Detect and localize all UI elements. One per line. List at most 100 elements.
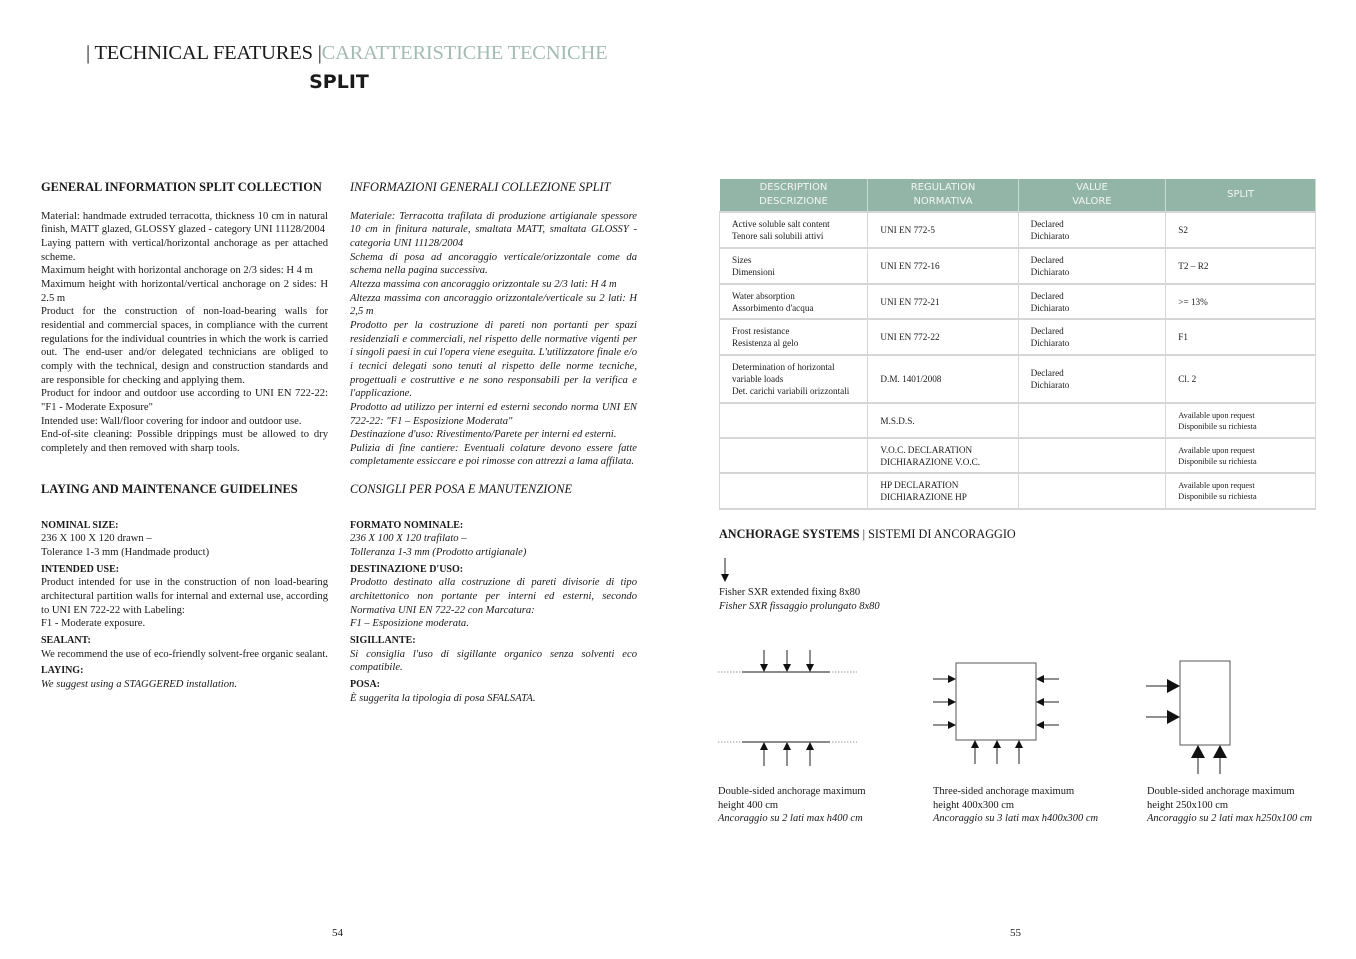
caption-it: Ancoraggio su 3 lati max h400x300 cm — [933, 813, 1099, 825]
table-cell: Cl. 2 — [1165, 354, 1316, 404]
section-label: FORMATO NOMINALE: — [350, 519, 464, 531]
section-label: SEALANT: — [41, 634, 91, 646]
section-heading: CONSIGLI PER POSA E MANUTENZIONE — [350, 482, 573, 496]
product-name: SPLIT — [309, 71, 369, 93]
paragraph: Maximum height with horizontal anchorage… — [41, 265, 313, 277]
section-heading: GENERAL INFORMATION SPLIT COLLECTION — [41, 180, 322, 194]
legend-it: Fisher SXR fissaggio prolungato 8x80 — [719, 601, 880, 612]
separator: | — [862, 527, 866, 541]
page-number-left: 54 — [332, 927, 343, 939]
table-cell: Declared Dichiarato — [1017, 211, 1167, 249]
section-text: Product intended for use in the construc… — [41, 577, 328, 630]
table-cell — [718, 472, 869, 510]
section-heading: LAYING AND MAINTENANCE GUIDELINES — [41, 482, 298, 496]
table-cell: Active soluble salt content Tenore sali … — [718, 211, 869, 249]
paragraph: Destinazione d'uso: Rivestimento/Parete … — [350, 429, 617, 441]
separator: | — [317, 42, 322, 64]
section-text: Si consiglia l'uso di sigillante organic… — [350, 648, 637, 674]
diagram-three-sided — [933, 662, 1059, 764]
paragraph: Altezza massima con ancoraggio orizzonta… — [350, 292, 637, 318]
table-cell: Available upon request Disponibile su ri… — [1165, 437, 1316, 474]
paragraph: Product for indoor and outdoor use accor… — [41, 388, 328, 413]
laying-it: CONSIGLI PER POSA E MANUTENZIONE FORMATO… — [350, 482, 637, 705]
table-cell: Declared Dichiarato — [1017, 354, 1167, 404]
page-number-right: 55 — [1010, 927, 1021, 939]
paragraph: End-of-site cleaning: Possible drippings… — [41, 429, 328, 454]
table-cell — [1017, 402, 1167, 439]
section-label: NOMINAL SIZE: — [41, 519, 119, 531]
paragraph: Schema di posa ad ancoraggio verticale/o… — [350, 251, 637, 277]
section-text: 236 X 100 X 120 drawn – Tolerance 1-3 mm… — [41, 533, 210, 558]
paragraph: Altezza massima con ancoraggio orizzonta… — [350, 278, 617, 290]
table-cell: Declared Dichiarato — [1017, 247, 1167, 285]
table-cell: M.S.D.S. — [867, 402, 1019, 439]
paragraph: Prodotto ad utilizzo per interni ed este… — [350, 401, 637, 427]
section-text: We suggest using a STAGGERED installatio… — [41, 678, 237, 690]
table-cell: S2 — [1165, 211, 1316, 249]
diagram-double-sided — [718, 650, 857, 766]
section-text: È suggerita la tipologia di posa SFALSAT… — [350, 692, 536, 704]
table-cell: T2 – R2 — [1165, 247, 1316, 285]
table-row: HP DECLARATION DICHIARAZIONE HP Available… — [718, 472, 1316, 510]
caption-en: Double-sided anchorage maximum height 40… — [718, 786, 866, 811]
table-cell: V.O.C. DECLARATION DICHIARAZIONE V.O.C. — [867, 437, 1019, 474]
table-cell: UNI EN 772-5 — [867, 211, 1019, 249]
diagram-caption: Double-sided anchorage maximum height 25… — [1147, 785, 1312, 826]
anchorage-title-en: ANCHORAGE SYSTEMS — [719, 527, 860, 541]
section-label: SIGILLANTE: — [350, 634, 416, 646]
table-row: Frost resistance Resistenza al gelo UNI E… — [718, 318, 1316, 356]
section-label: DESTINAZIONE D'USO: — [350, 563, 464, 575]
page-title: | TECHNICAL FEATURES |CARATTERISTICHE TE… — [86, 42, 608, 65]
column-header: DESCRIPTION DESCRIZIONE — [719, 179, 869, 212]
column-header: VALUE VALORE — [1018, 179, 1167, 212]
section-heading: INFORMAZIONI GENERALI COLLEZIONE SPLIT — [350, 180, 611, 194]
table-cell: Determination of horizontal variable loa… — [718, 354, 869, 404]
title-en: TECHNICAL FEATURES — [94, 42, 313, 64]
legend-en: Fisher SXR extended fixing 8x80 — [719, 587, 861, 598]
paragraph: Prodotto per la costruzione di pareti no… — [350, 319, 637, 400]
table-cell: Available upon request Disponibile su ri… — [1165, 402, 1316, 439]
title-it: CARATTERISTICHE TECNICHE — [321, 42, 608, 64]
paragraph: Materiale: Terracotta trafilata di produ… — [350, 210, 637, 249]
caption-it: Ancoraggio su 2 lati max h400 cm — [718, 813, 863, 825]
table-row: V.O.C. DECLARATION DICHIARAZIONE V.O.C. A… — [718, 437, 1316, 474]
table-row: Active soluble salt content Tenore sali … — [718, 211, 1316, 249]
table-cell: Available upon request Disponibile su ri… — [1165, 472, 1316, 510]
paragraph: Material: handmade extruded terracotta, … — [41, 210, 328, 236]
paragraph: Product for the construction of non-load… — [41, 306, 328, 386]
separator: | — [86, 42, 90, 64]
table-row: Determination of horizontal variable loa… — [718, 354, 1316, 404]
section-text: Prodotto destinato alla costruzione di p… — [350, 577, 637, 630]
table-row: M.S.D.S. Available upon request Disponibi… — [718, 402, 1316, 439]
table-row: Sizes Dimensioni UNI EN 772-16 Declared Di… — [718, 247, 1316, 285]
table-cell: Water absorption Assorbimento d'acqua — [718, 283, 869, 320]
paragraph: Laying pattern with vertical/horizontal … — [41, 237, 328, 263]
general-info-it: INFORMAZIONI GENERALI COLLEZIONE SPLIT M… — [350, 180, 637, 469]
table-cell: UNI EN 772-16 — [867, 247, 1019, 285]
anchorage-title: ANCHORAGE SYSTEMS | SISTEMI DI ANCORAGGI… — [719, 527, 1016, 542]
table-cell: D.M. 1401/2008 — [867, 354, 1019, 404]
table-cell: UNI EN 772-22 — [867, 318, 1019, 356]
table-cell: >= 13% — [1165, 283, 1316, 320]
diagram-caption: Three-sided anchorage maximum height 400… — [933, 785, 1098, 826]
table-cell: F1 — [1165, 318, 1316, 356]
section-label: LAYING: — [41, 665, 84, 677]
caption-en: Three-sided anchorage maximum height 400… — [933, 786, 1075, 811]
table-cell — [718, 402, 869, 439]
table-cell: Sizes Dimensioni — [718, 247, 869, 285]
table-cell: HP DECLARATION DICHIARAZIONE HP — [867, 472, 1019, 510]
section-text: We recommend the use of eco-friendly sol… — [41, 648, 328, 660]
table-cell: Frost resistance Resistenza al gelo — [718, 318, 869, 356]
paragraph: Pulizia di fine cantiere: Eventuali cola… — [350, 442, 637, 468]
table-cell — [718, 437, 869, 474]
column-header: REGULATION NORMATIVA — [867, 179, 1019, 212]
section-label: POSA: — [350, 678, 380, 690]
anchorage-title-it: SISTEMI DI ANCORAGGIO — [868, 527, 1016, 541]
section-label: INTENDED USE: — [41, 563, 120, 575]
table-cell: UNI EN 772-21 — [867, 283, 1019, 320]
diagram-double-sided-small — [1146, 660, 1231, 774]
laying-en: LAYING AND MAINTENANCE GUIDELINES NOMINA… — [41, 482, 328, 692]
fixing-legend: Fisher SXR extended fixing 8x80 Fisher S… — [719, 586, 880, 614]
table-row: Water absorption Assorbimento d'acqua UNI… — [718, 283, 1316, 320]
